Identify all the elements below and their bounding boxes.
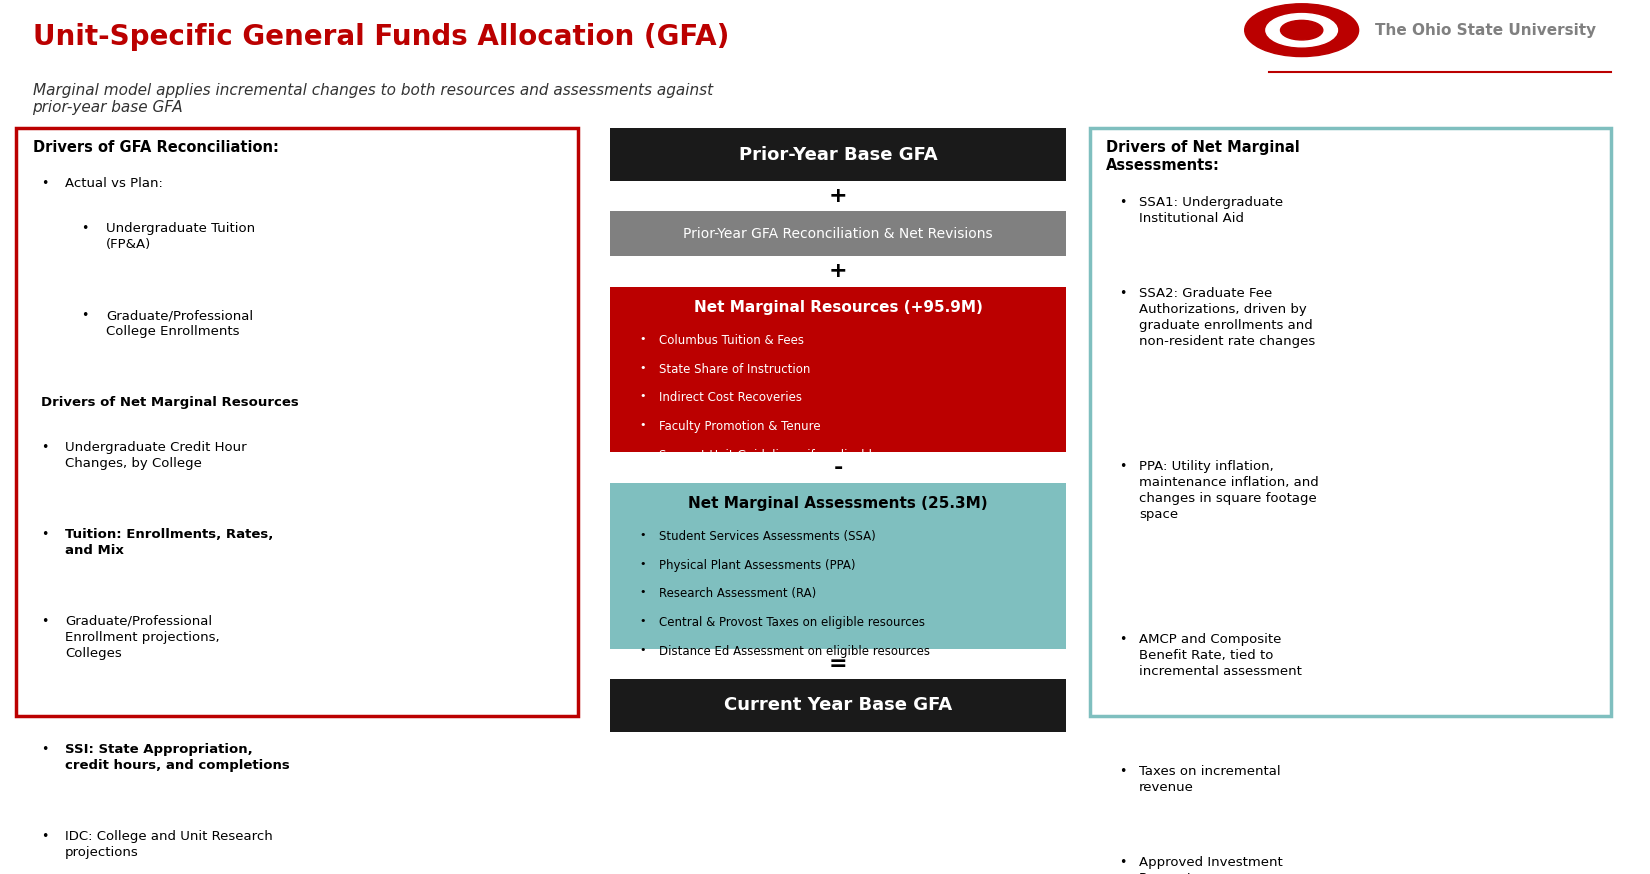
Text: PPA: Utility inflation,
maintenance inflation, and
changes in square footage
spa: PPA: Utility inflation, maintenance infl…: [1138, 460, 1318, 521]
Text: Taxes on incremental
revenue: Taxes on incremental revenue: [1138, 766, 1280, 794]
FancyBboxPatch shape: [610, 482, 1066, 649]
Text: •: •: [640, 420, 645, 430]
Text: •: •: [41, 614, 48, 628]
Text: •: •: [41, 441, 48, 454]
Text: SSI: State Appropriation,
credit hours, and completions: SSI: State Appropriation, credit hours, …: [64, 743, 290, 772]
Text: •: •: [41, 743, 48, 756]
Text: SSA1: Undergraduate
Institutional Aid: SSA1: Undergraduate Institutional Aid: [1138, 196, 1284, 225]
Circle shape: [1266, 14, 1338, 46]
Text: •: •: [41, 528, 48, 541]
Text: Support Unit Guidelines, if applicable: Support Unit Guidelines, if applicable: [658, 448, 879, 461]
Text: +: +: [828, 186, 846, 206]
Text: Net Marginal Assessments (25.3M): Net Marginal Assessments (25.3M): [688, 496, 988, 511]
Text: Distance Ed Assessment on eligible resources: Distance Ed Assessment on eligible resou…: [658, 645, 931, 658]
Text: IDC: College and Unit Research
projections: IDC: College and Unit Research projectio…: [64, 829, 272, 858]
Text: •: •: [640, 334, 645, 344]
Text: Prior-Year Base GFA: Prior-Year Base GFA: [739, 146, 937, 163]
Text: Marginal model applies incremental changes to both resources and assessments aga: Marginal model applies incremental chang…: [33, 83, 713, 115]
Text: Undergraduate Credit Hour
Changes, by College: Undergraduate Credit Hour Changes, by Co…: [64, 441, 247, 470]
Text: Undergraduate Tuition
(FP&A): Undergraduate Tuition (FP&A): [106, 223, 254, 252]
Text: •: •: [640, 448, 645, 459]
Text: •: •: [640, 392, 645, 401]
FancyBboxPatch shape: [610, 128, 1066, 181]
Text: Drivers of Net Marginal Resources: Drivers of Net Marginal Resources: [41, 396, 299, 409]
Circle shape: [1280, 20, 1323, 40]
Text: •: •: [41, 829, 48, 843]
Text: Research Assessment (RA): Research Assessment (RA): [658, 587, 817, 600]
Text: Current Year Base GFA: Current Year Base GFA: [724, 696, 952, 714]
Text: Drivers of Net Marginal
Assessments:: Drivers of Net Marginal Assessments:: [1107, 140, 1300, 173]
Text: The Ohio State University: The Ohio State University: [1374, 23, 1596, 38]
Text: •: •: [1119, 287, 1127, 300]
Text: •: •: [640, 616, 645, 626]
Text: Graduate/Professional
Enrollment projections,
Colleges: Graduate/Professional Enrollment project…: [64, 614, 219, 660]
FancyBboxPatch shape: [610, 679, 1066, 732]
Text: Central & Provost Taxes on eligible resources: Central & Provost Taxes on eligible reso…: [658, 616, 926, 629]
Text: -: -: [833, 458, 843, 477]
Text: Tuition: Enrollments, Rates,
and Mix: Tuition: Enrollments, Rates, and Mix: [64, 528, 274, 557]
Text: Drivers of GFA Reconciliation:: Drivers of GFA Reconciliation:: [33, 140, 279, 155]
Text: Student Services Assessments (SSA): Student Services Assessments (SSA): [658, 531, 876, 543]
Text: •: •: [640, 558, 645, 569]
Text: Indirect Cost Recoveries: Indirect Cost Recoveries: [658, 392, 802, 405]
Text: Prior-Year GFA Reconciliation & Net Revisions: Prior-Year GFA Reconciliation & Net Revi…: [683, 226, 993, 240]
Text: •: •: [81, 309, 89, 323]
Text: •: •: [640, 531, 645, 540]
Text: =: =: [828, 654, 846, 674]
FancyBboxPatch shape: [610, 287, 1066, 453]
Circle shape: [1244, 3, 1358, 57]
Text: Physical Plant Assessments (PPA): Physical Plant Assessments (PPA): [658, 558, 855, 572]
Text: •: •: [81, 223, 89, 235]
Text: •: •: [640, 645, 645, 655]
Text: +: +: [828, 261, 846, 281]
Text: Graduate/Professional
College Enrollments: Graduate/Professional College Enrollment…: [106, 309, 252, 338]
Text: Columbus Tuition & Fees: Columbus Tuition & Fees: [658, 334, 804, 347]
Text: •: •: [640, 363, 645, 372]
Text: •: •: [1119, 634, 1127, 647]
FancyBboxPatch shape: [16, 128, 578, 717]
Text: •: •: [640, 587, 645, 598]
Text: AMCP and Composite
Benefit Rate, tied to
incremental assessment: AMCP and Composite Benefit Rate, tied to…: [1138, 634, 1302, 678]
Text: •: •: [1119, 460, 1127, 473]
Text: Unit-Specific General Funds Allocation (GFA): Unit-Specific General Funds Allocation (…: [33, 23, 729, 51]
Text: Net Marginal Resources (+95.9M): Net Marginal Resources (+95.9M): [693, 300, 982, 316]
Text: •: •: [1119, 856, 1127, 869]
Text: Actual vs Plan:: Actual vs Plan:: [64, 177, 163, 191]
FancyBboxPatch shape: [1091, 128, 1610, 717]
Text: •: •: [1119, 766, 1127, 779]
Text: •: •: [41, 177, 48, 191]
Text: Approved Investment
Requests: Approved Investment Requests: [1138, 856, 1282, 874]
Text: SSA2: Graduate Fee
Authorizations, driven by
graduate enrollments and
non-reside: SSA2: Graduate Fee Authorizations, drive…: [1138, 287, 1315, 348]
Text: State Share of Instruction: State Share of Instruction: [658, 363, 810, 376]
Text: Faculty Promotion & Tenure: Faculty Promotion & Tenure: [658, 420, 820, 433]
Text: •: •: [1119, 196, 1127, 209]
FancyBboxPatch shape: [610, 212, 1066, 256]
